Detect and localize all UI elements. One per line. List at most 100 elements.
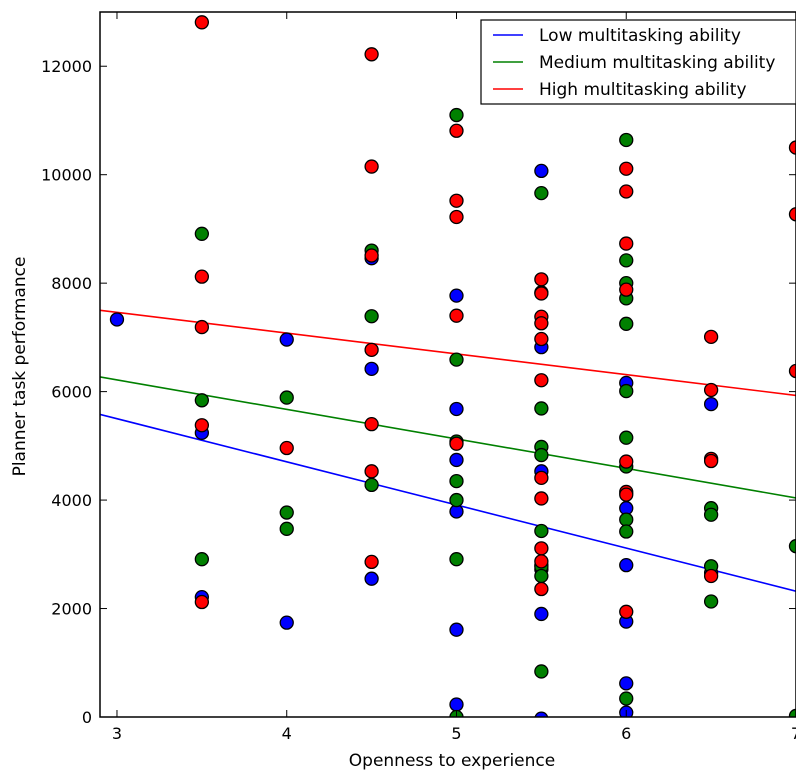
data-point-series-2	[450, 437, 463, 450]
data-point-series-0	[620, 559, 633, 572]
data-point-series-1	[365, 310, 378, 323]
x-tick-label: 7	[791, 724, 796, 743]
data-point-series-2	[620, 283, 633, 296]
points-layer	[110, 16, 796, 725]
fit-lines-layer	[100, 310, 796, 591]
data-point-series-2	[450, 194, 463, 207]
data-point-series-2	[450, 309, 463, 322]
data-point-series-1	[620, 525, 633, 538]
data-point-series-0	[535, 607, 548, 620]
data-point-series-1	[535, 187, 548, 200]
data-point-series-2	[535, 471, 548, 484]
data-point-series-1	[620, 133, 633, 146]
data-point-series-0	[280, 333, 293, 346]
x-tick-label: 4	[282, 724, 292, 743]
data-point-series-2	[365, 343, 378, 356]
data-point-series-2	[535, 555, 548, 568]
data-point-series-2	[790, 365, 796, 378]
data-point-series-2	[535, 317, 548, 330]
data-point-series-2	[705, 570, 718, 583]
data-point-series-2	[365, 465, 378, 478]
data-point-series-0	[535, 164, 548, 177]
data-point-series-0	[450, 453, 463, 466]
y-tick-label: 8000	[51, 274, 92, 293]
data-point-series-2	[365, 160, 378, 173]
data-point-series-0	[280, 616, 293, 629]
y-axis-label: Planner task performance	[10, 257, 30, 477]
data-point-series-0	[450, 623, 463, 636]
data-point-series-1	[450, 109, 463, 122]
data-point-series-1	[705, 595, 718, 608]
data-point-series-1	[450, 353, 463, 366]
data-point-series-2	[280, 442, 293, 455]
data-point-series-2	[195, 16, 208, 29]
data-point-series-1	[535, 665, 548, 678]
data-point-series-1	[620, 385, 633, 398]
data-point-series-1	[450, 494, 463, 507]
data-point-series-1	[280, 506, 293, 519]
data-point-series-1	[195, 394, 208, 407]
data-point-series-1	[620, 431, 633, 444]
data-point-series-2	[365, 555, 378, 568]
y-tick-label: 4000	[51, 491, 92, 510]
y-tick-label: 12000	[41, 57, 92, 76]
data-point-series-0	[110, 313, 123, 326]
data-point-series-0	[365, 572, 378, 585]
legend-label-2: High multitasking ability	[539, 80, 747, 100]
y-tick-label: 10000	[41, 166, 92, 185]
data-point-series-2	[195, 419, 208, 432]
x-tick-label: 3	[112, 724, 122, 743]
axes-layer: 34567020004000600080001000012000Openness…	[10, 12, 796, 771]
data-point-series-1	[620, 254, 633, 267]
data-point-series-2	[620, 162, 633, 175]
data-point-series-2	[365, 418, 378, 431]
data-point-series-1	[195, 227, 208, 240]
legend-label-0: Low multitasking ability	[539, 26, 741, 46]
data-point-series-2	[195, 321, 208, 334]
data-point-series-0	[705, 398, 718, 411]
data-point-series-2	[195, 596, 208, 609]
data-point-series-1	[535, 449, 548, 462]
data-point-series-2	[535, 374, 548, 387]
data-point-series-2	[535, 273, 548, 286]
data-point-series-2	[365, 249, 378, 262]
data-point-series-2	[535, 333, 548, 346]
data-point-series-0	[450, 289, 463, 302]
data-point-series-2	[195, 270, 208, 283]
data-point-series-1	[620, 513, 633, 526]
data-point-series-1	[535, 570, 548, 583]
x-tick-label: 5	[451, 724, 461, 743]
data-point-series-1	[450, 553, 463, 566]
data-point-series-0	[450, 402, 463, 415]
data-point-series-2	[620, 455, 633, 468]
data-point-series-1	[620, 692, 633, 705]
data-point-series-1	[365, 478, 378, 491]
data-point-series-2	[620, 488, 633, 501]
data-point-series-2	[790, 208, 796, 221]
x-axis-label: Openness to experience	[349, 751, 555, 771]
data-point-series-2	[620, 185, 633, 198]
data-point-series-2	[535, 287, 548, 300]
data-point-series-0	[365, 362, 378, 375]
data-point-series-2	[535, 542, 548, 555]
data-point-series-2	[705, 383, 718, 396]
data-point-series-2	[790, 141, 796, 154]
data-point-series-2	[620, 605, 633, 618]
data-point-series-2	[705, 330, 718, 343]
y-tick-label: 0	[82, 708, 92, 727]
data-point-series-2	[535, 492, 548, 505]
data-point-series-2	[450, 124, 463, 137]
data-point-series-2	[620, 237, 633, 250]
y-tick-label: 2000	[51, 600, 92, 619]
data-point-series-2	[535, 583, 548, 596]
data-point-series-1	[705, 508, 718, 521]
plot-frame	[100, 12, 796, 717]
data-point-series-0	[620, 677, 633, 690]
data-point-series-1	[280, 391, 293, 404]
data-point-series-1	[195, 553, 208, 566]
data-point-series-1	[280, 522, 293, 535]
data-point-series-1	[535, 402, 548, 415]
y-tick-label: 6000	[51, 383, 92, 402]
